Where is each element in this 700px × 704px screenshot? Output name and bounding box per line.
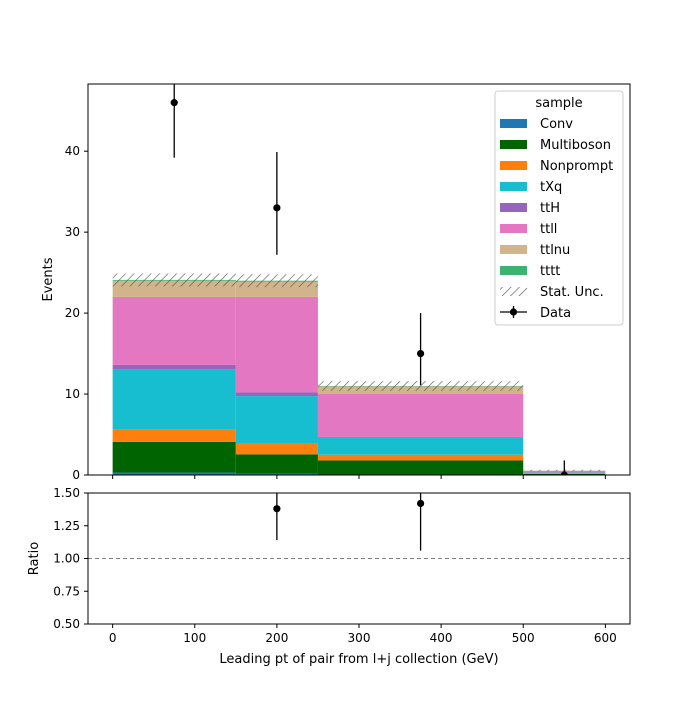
bar-multiboson [113,442,236,473]
ratio-y-tick-label: 0.75 [53,584,80,598]
legend-label-stat-unc: Stat. Unc. [540,285,604,300]
legend-swatch-ttlnu [500,245,527,254]
bar-tth [113,365,236,370]
bar-ttll [113,297,236,365]
bar-nonprompt [236,443,318,454]
legend-label-txq: tXq [540,180,562,195]
ratio-plot-frame [88,493,630,624]
bar-nonprompt [113,430,236,442]
x-tick-label: 400 [430,631,453,645]
legend-label-conv: Conv [540,117,573,132]
legend-label-data: Data [540,306,571,321]
legend-swatch-multiboson [500,140,527,149]
legend-swatch-ttll [500,224,527,233]
legend-label-nonprompt: Nonprompt [540,159,613,174]
main-y-axis-label: Events [41,257,56,301]
main-x-ticks [113,475,606,479]
ratio-point [417,500,424,507]
stat-unc-band [236,274,318,287]
legend-swatch-tttt [500,266,527,275]
x-tick-label: 100 [183,631,206,645]
x-tick-label: 200 [265,631,288,645]
bar-multiboson [236,454,318,473]
bar-nonprompt [318,455,523,461]
legend-title: sample [535,96,582,111]
ratio-y-tick-label: 1.50 [53,486,80,500]
x-tick-label: 300 [348,631,371,645]
legend-swatch-txq [500,182,527,191]
ratio-y-ticks: 0.50 0.75 1.00 1.25 1.50 [53,486,88,631]
legend-swatch-tth [500,203,527,212]
data-point [273,204,280,211]
legend-swatch-nonprompt [500,161,527,170]
y-tick-label: 0 [72,468,80,482]
main-y-ticks: 0 10 20 30 40 [65,144,88,482]
bar-ttll [236,297,318,393]
ratio-y-tick-label: 1.00 [53,552,80,566]
bar-multiboson [318,460,523,474]
data-point [417,350,424,357]
legend-label-tth: ttH [540,201,560,216]
y-tick-label: 20 [65,306,80,320]
ratio-x-ticks: 0 100 200 300 400 500 600 [109,624,617,645]
legend-swatch-stat-unc [500,287,527,296]
legend: sample Conv Multiboson Nonprompt tXq ttH ttll… [495,91,623,325]
bar-txq [113,370,236,430]
y-tick-label: 40 [65,144,80,158]
stat-unc-band [113,273,236,286]
y-tick-label: 30 [65,225,80,239]
x-axis-label: Leading pt of pair from l+j collection (… [219,652,498,667]
ratio-y-axis-label: Ratio [27,542,42,575]
x-tick-label: 500 [512,631,535,645]
bar-txq [236,396,318,443]
ratio-y-tick-label: 1.25 [53,519,80,533]
bar-tth [318,437,523,438]
x-tick-label: 600 [594,631,617,645]
legend-data-marker [510,308,517,315]
ratio-y-tick-label: 0.50 [53,617,80,631]
legend-label-ttlnu: ttlnu [540,243,570,258]
bar-txq [318,438,523,455]
ratio-point [273,505,280,512]
x-tick-label: 0 [109,631,117,645]
bar-tth [236,392,318,396]
legend-label-ttll: ttll [540,222,557,237]
bar-ttll [318,394,523,437]
legend-label-multiboson: Multiboson [540,138,611,153]
y-tick-label: 10 [65,387,80,401]
legend-swatch-conv [500,119,527,128]
legend-label-tttt: tttt [540,264,560,279]
data-point [171,99,178,106]
